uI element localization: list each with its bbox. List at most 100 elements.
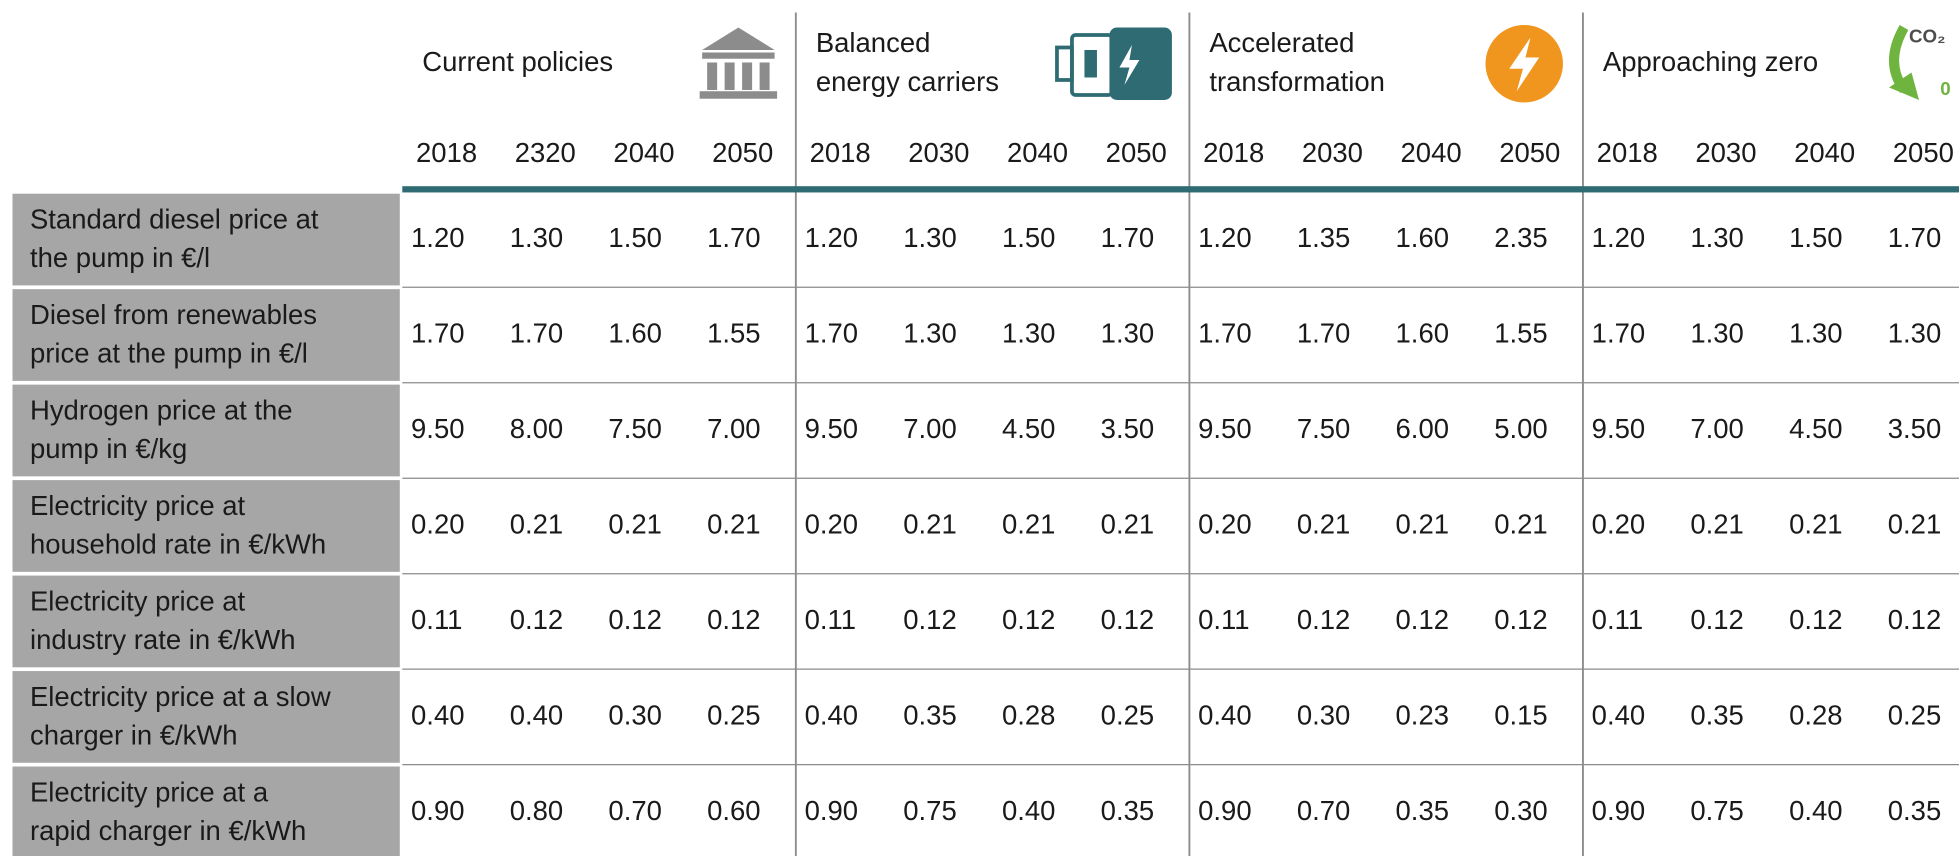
scenario-title: Current policies: [422, 46, 613, 77]
row-label: price at the pump in €/l: [30, 338, 308, 369]
cell-value: 0.60: [707, 795, 760, 826]
cell-value: 0.21: [608, 509, 661, 540]
cell-value: 0.35: [1396, 795, 1449, 826]
row-label-cell: [12, 671, 400, 763]
cell-value: 0.11: [805, 604, 856, 635]
cell-value: 1.60: [1396, 318, 1449, 349]
year-header: 2018: [1203, 137, 1264, 168]
cell-value: 0.15: [1494, 700, 1547, 731]
cell-value: 1.30: [903, 222, 956, 253]
co2-icon: CO₂ 0: [1889, 25, 1951, 100]
cell-value: 1.20: [411, 222, 464, 253]
cell-value: 0.21: [707, 509, 760, 540]
cell-value: 1.70: [411, 318, 464, 349]
year-header: 2050: [712, 137, 773, 168]
cell-value: 0.12: [1101, 604, 1154, 635]
cell-value: 0.35: [1888, 795, 1941, 826]
year-header: 2040: [1007, 137, 1068, 168]
cell-value: 0.12: [1690, 604, 1743, 635]
cell-value: 0.30: [608, 700, 661, 731]
cell-value: 0.70: [1297, 795, 1350, 826]
cell-value: 1.30: [1888, 318, 1941, 349]
cell-value: 0.20: [411, 509, 464, 540]
cell-value: 1.50: [608, 222, 661, 253]
cell-value: 0.20: [805, 509, 858, 540]
cell-value: 7.50: [608, 413, 661, 444]
row-label: household rate in €/kWh: [30, 529, 326, 560]
lightning-icon: [1485, 24, 1563, 103]
cell-value: 3.50: [1888, 413, 1941, 444]
cell-value: 0.75: [903, 795, 956, 826]
cell-value: 0.21: [1690, 509, 1743, 540]
row-label: Electricity price at a slow: [30, 681, 331, 712]
cell-value: 0.21: [1789, 509, 1842, 540]
cell-value: 1.20: [1198, 222, 1251, 253]
cell-value: 7.50: [1297, 413, 1350, 444]
cell-value: 0.40: [1198, 700, 1251, 731]
cell-value: 1.30: [1789, 318, 1842, 349]
row-label: the pump in €/l: [30, 242, 210, 273]
cell-value: 1.20: [1592, 222, 1645, 253]
cell-value: 0.21: [1494, 509, 1547, 540]
row-label: Electricity price at: [30, 585, 246, 616]
cell-value: 9.50: [1198, 413, 1251, 444]
cell-value: 0.40: [411, 700, 464, 731]
row-label: Electricity price at a: [30, 776, 269, 807]
cell-value: 0.12: [707, 604, 760, 635]
year-header: 2018: [1597, 137, 1658, 168]
cell-value: 0.30: [1297, 700, 1350, 731]
cell-value: 0.70: [608, 795, 661, 826]
cell-value: 1.30: [1690, 222, 1743, 253]
row-label: Diesel from renewables: [30, 299, 317, 330]
cell-value: 0.21: [510, 509, 563, 540]
cell-value: 0.90: [1592, 795, 1645, 826]
cell-value: 1.35: [1297, 222, 1350, 253]
cell-value: 0.12: [510, 604, 563, 635]
cell-value: 0.90: [411, 795, 464, 826]
cell-value: 0.40: [1002, 795, 1055, 826]
cell-value: 0.30: [1494, 795, 1547, 826]
cell-value: 1.60: [1396, 222, 1449, 253]
cell-value: 0.21: [903, 509, 956, 540]
year-header: 2040: [1794, 137, 1855, 168]
row-label: rapid charger in €/kWh: [30, 815, 306, 846]
cell-value: 0.12: [1396, 604, 1449, 635]
header-rule: [402, 186, 1959, 193]
cell-value: 0.90: [1198, 795, 1251, 826]
year-header: 2050: [1499, 137, 1560, 168]
cell-value: 0.21: [1297, 509, 1350, 540]
cell-value: 1.30: [1002, 318, 1055, 349]
cell-value: 0.21: [1002, 509, 1055, 540]
cell-value: 0.12: [1888, 604, 1941, 635]
cell-value: 0.21: [1101, 509, 1154, 540]
cell-value: 0.23: [1396, 700, 1449, 731]
cell-value: 8.00: [510, 413, 563, 444]
cell-value: 0.90: [805, 795, 858, 826]
cell-value: 1.20: [805, 222, 858, 253]
cell-value: 1.60: [608, 318, 661, 349]
row-label: charger in €/kWh: [30, 720, 238, 751]
zero-label: 0: [1940, 78, 1950, 99]
cell-value: 9.50: [411, 413, 464, 444]
cell-value: 0.12: [903, 604, 956, 635]
year-header: 2050: [1106, 137, 1167, 168]
cell-value: 4.50: [1789, 413, 1842, 444]
year-header: 2030: [1695, 137, 1756, 168]
year-header: 2018: [416, 137, 477, 168]
cell-value: 0.12: [1789, 604, 1842, 635]
cell-value: 0.20: [1592, 509, 1645, 540]
cell-value: 1.30: [1101, 318, 1154, 349]
cell-value: 0.12: [608, 604, 661, 635]
cell-value: 1.70: [707, 222, 760, 253]
cell-value: 4.50: [1002, 413, 1055, 444]
cell-value: 1.70: [1592, 318, 1645, 349]
row-label-cell: [12, 289, 400, 381]
row-label-cell: [12, 480, 400, 572]
cell-value: 0.11: [1198, 604, 1249, 635]
cell-value: 0.21: [1888, 509, 1941, 540]
cell-value: 1.55: [1494, 318, 1547, 349]
cell-value: 0.28: [1002, 700, 1055, 731]
year-header: 2030: [908, 137, 969, 168]
year-header: 2320: [515, 137, 576, 168]
